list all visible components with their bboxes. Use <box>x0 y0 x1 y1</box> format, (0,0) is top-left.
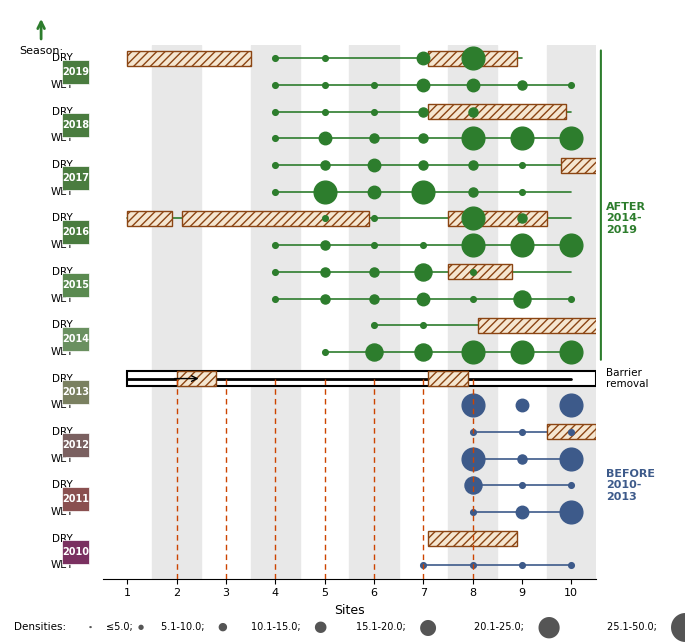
Text: 2016: 2016 <box>62 227 89 237</box>
Text: DRY: DRY <box>53 320 73 331</box>
Bar <box>349 45 399 579</box>
Text: WET: WET <box>50 133 73 143</box>
X-axis label: Sites: Sites <box>334 604 364 617</box>
FancyBboxPatch shape <box>562 158 616 172</box>
Text: DRY: DRY <box>53 107 73 117</box>
FancyBboxPatch shape <box>62 220 90 244</box>
Text: ●: ● <box>314 619 327 635</box>
Text: Barrier
removal: Barrier removal <box>606 368 648 390</box>
Text: 20.1-25.0;: 20.1-25.0; <box>474 622 530 632</box>
Text: 2015: 2015 <box>62 280 89 290</box>
Text: 2018: 2018 <box>62 120 89 130</box>
Bar <box>251 45 300 579</box>
FancyBboxPatch shape <box>62 540 90 564</box>
Text: WET: WET <box>50 347 73 357</box>
Bar <box>448 45 497 579</box>
Text: WET: WET <box>50 507 73 517</box>
FancyBboxPatch shape <box>428 371 468 386</box>
FancyBboxPatch shape <box>62 273 90 297</box>
Text: WET: WET <box>50 186 73 197</box>
FancyBboxPatch shape <box>428 51 517 66</box>
Text: ●: ● <box>218 622 227 632</box>
Text: BEFORE
2010-
2013: BEFORE 2010- 2013 <box>606 469 655 502</box>
FancyBboxPatch shape <box>547 424 596 439</box>
Text: 2011: 2011 <box>62 494 89 503</box>
FancyBboxPatch shape <box>62 167 90 190</box>
Text: 2010: 2010 <box>62 547 89 557</box>
FancyBboxPatch shape <box>477 318 616 332</box>
FancyBboxPatch shape <box>127 51 251 66</box>
FancyBboxPatch shape <box>62 113 90 137</box>
Text: 10.1-15.0;: 10.1-15.0; <box>251 622 307 632</box>
Text: WET: WET <box>50 400 73 410</box>
Text: DRY: DRY <box>53 267 73 277</box>
FancyBboxPatch shape <box>177 371 216 386</box>
Text: ●: ● <box>137 624 143 630</box>
Text: ●: ● <box>419 617 437 637</box>
Text: AFTER
2014-
2019: AFTER 2014- 2019 <box>606 202 646 235</box>
Text: ≤5.0;: ≤5.0; <box>105 622 138 632</box>
Text: 2013: 2013 <box>62 387 89 397</box>
Text: 2014: 2014 <box>62 334 89 343</box>
Text: Densities:: Densities: <box>14 622 66 632</box>
FancyBboxPatch shape <box>448 211 547 226</box>
Text: ●: ● <box>89 625 92 629</box>
Text: ●: ● <box>669 609 685 643</box>
Bar <box>547 45 596 579</box>
Text: 2012: 2012 <box>62 440 89 450</box>
Text: 15.1-20.0;: 15.1-20.0; <box>356 622 412 632</box>
FancyBboxPatch shape <box>428 531 517 546</box>
FancyBboxPatch shape <box>62 380 90 404</box>
Text: WET: WET <box>50 293 73 303</box>
Text: 2017: 2017 <box>62 174 89 183</box>
FancyBboxPatch shape <box>127 371 596 386</box>
Text: DRY: DRY <box>53 534 73 544</box>
Text: 25.1-50.0;: 25.1-50.0; <box>607 622 663 632</box>
Text: DRY: DRY <box>53 213 73 224</box>
Text: WET: WET <box>50 453 73 464</box>
FancyBboxPatch shape <box>448 264 512 279</box>
FancyBboxPatch shape <box>127 211 172 226</box>
Text: 5.1-10.0;: 5.1-10.0; <box>162 622 211 632</box>
Bar <box>152 45 201 579</box>
Text: DRY: DRY <box>53 374 73 384</box>
FancyBboxPatch shape <box>62 487 90 511</box>
Text: DRY: DRY <box>53 480 73 491</box>
FancyBboxPatch shape <box>62 327 90 350</box>
Text: 2019: 2019 <box>62 67 89 77</box>
FancyBboxPatch shape <box>62 433 90 457</box>
Text: WET: WET <box>50 80 73 90</box>
FancyBboxPatch shape <box>62 60 90 84</box>
Text: ●: ● <box>536 613 560 641</box>
Text: WET: WET <box>50 560 73 570</box>
FancyBboxPatch shape <box>428 104 566 119</box>
Text: DRY: DRY <box>53 53 73 64</box>
Text: DRY: DRY <box>53 160 73 170</box>
Text: WET: WET <box>50 240 73 250</box>
FancyBboxPatch shape <box>182 211 369 226</box>
Text: Season:: Season: <box>19 46 63 57</box>
Text: DRY: DRY <box>53 427 73 437</box>
